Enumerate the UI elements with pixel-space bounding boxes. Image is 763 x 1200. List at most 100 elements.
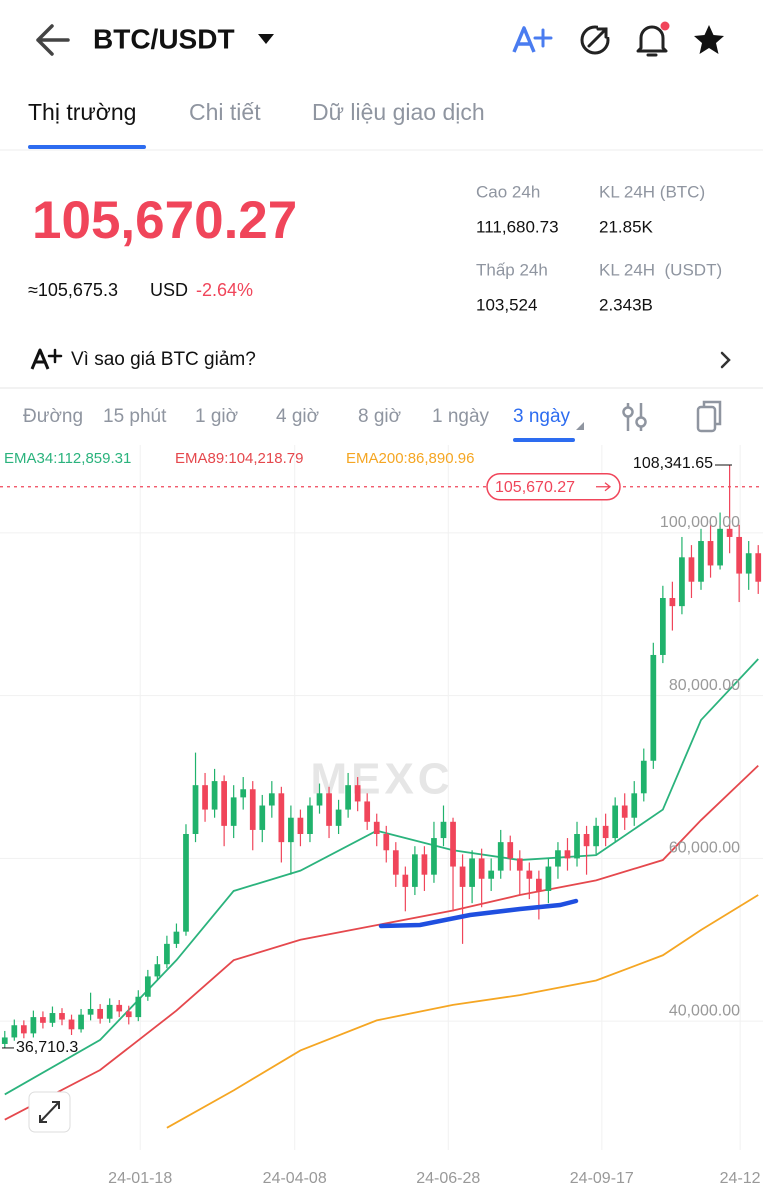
candle-body — [87, 1008, 94, 1015]
fullscreen-icon[interactable] — [696, 400, 722, 433]
min-label: 36,710.3 — [16, 1039, 78, 1056]
candle-body — [526, 870, 533, 879]
candle-body — [307, 805, 313, 834]
candle-body — [516, 858, 523, 871]
x-tick-label: 24-06-28 — [416, 1170, 480, 1187]
y-tick-label: 80,000.00 — [669, 677, 740, 694]
timeframe[interactable]: 8 giờ — [358, 406, 401, 427]
pair-dropdown[interactable] — [258, 34, 274, 44]
candle-body — [745, 553, 752, 574]
timeframe[interactable]: 1 ngày — [432, 406, 490, 427]
candle-body — [20, 1025, 27, 1034]
candle-body — [345, 785, 351, 810]
candle-body — [173, 931, 180, 944]
candle-body — [717, 528, 723, 566]
candle-body — [755, 553, 762, 582]
usd-approx: ≈105,675.3 — [28, 280, 118, 300]
candle-body — [488, 870, 495, 879]
stat-label: KL 24H (USDT) — [599, 260, 722, 279]
candle-body — [631, 793, 638, 818]
x-tick-label: 24-12 — [720, 1170, 761, 1187]
candle-body — [402, 874, 409, 887]
legend-entry: EMA89:104,218.79 — [175, 450, 303, 467]
candle-body — [316, 793, 323, 806]
candle-body — [679, 557, 685, 607]
timeframe-bar: Đường 15 phút 1 giờ 4 giờ 8 giờ 1 ngày 3 ngày — [23, 406, 571, 427]
candle-body — [659, 597, 666, 655]
candle-body — [68, 1019, 75, 1030]
timeframe[interactable]: 3 ngày — [513, 406, 571, 427]
banner[interactable]: Vì sao giá BTC giảm? — [30, 348, 731, 370]
candle-body — [440, 821, 447, 839]
expand-button[interactable] — [28, 1091, 71, 1133]
max-label: 108,341.65 — [633, 455, 713, 472]
x-tick-label: 24-04-08 — [263, 1170, 327, 1187]
ai-icon[interactable] — [512, 26, 553, 53]
stat-label: KL 24H (BTC) — [599, 182, 705, 201]
candle-body — [164, 943, 170, 965]
candle-body — [707, 541, 714, 566]
candle-body — [412, 854, 418, 887]
timeframe[interactable]: 15 phút — [103, 406, 167, 427]
candle-body — [555, 850, 561, 867]
candle-body — [78, 1014, 84, 1030]
candle-body — [431, 838, 437, 875]
bell-icon[interactable] — [636, 21, 670, 57]
candle-body — [278, 793, 285, 843]
candle-body — [116, 1004, 123, 1012]
stat-value: 21.85K — [599, 217, 654, 236]
ema-line — [4, 658, 759, 1096]
candle-body — [49, 1013, 56, 1023]
candle-body — [621, 805, 628, 818]
candle-body — [30, 1017, 37, 1034]
candle-body — [106, 1004, 113, 1019]
candle-body — [230, 797, 237, 826]
candle-body — [564, 850, 571, 859]
candle-body — [326, 793, 332, 826]
candle-body — [459, 866, 466, 887]
candle-body — [602, 825, 609, 839]
candle-body — [1, 1037, 8, 1044]
candle-body — [698, 541, 704, 582]
candle-body — [497, 842, 504, 871]
candle-body — [545, 866, 552, 891]
x-tick-label: 24-01-18 — [108, 1170, 172, 1187]
share-icon[interactable] — [580, 24, 611, 55]
candle-body — [507, 842, 514, 859]
candle-body — [11, 1025, 18, 1038]
candle-body — [335, 809, 342, 826]
candle-body — [669, 597, 676, 607]
stat-label: Thấp 24h — [476, 260, 548, 279]
candle-body — [640, 760, 647, 794]
timeframe[interactable]: Đường — [23, 406, 83, 427]
tab[interactable]: Dữ liệu giao dịch — [312, 99, 485, 125]
timeframe-dropdown[interactable] — [576, 422, 584, 430]
ema-line — [166, 894, 759, 1129]
candle-body — [221, 781, 227, 826]
candle-body — [450, 821, 456, 867]
candle-body — [650, 654, 657, 761]
currency: USD — [150, 280, 188, 300]
tab[interactable]: Chi tiết — [189, 99, 261, 125]
candle-body — [125, 1011, 132, 1018]
candle-body — [40, 1017, 46, 1023]
ema-line — [4, 764, 759, 1121]
candle-body — [97, 1008, 104, 1019]
tab-active[interactable]: Thị trường — [28, 99, 136, 125]
back-button[interactable] — [36, 24, 70, 56]
candle-body — [574, 833, 580, 859]
legend-entry: EMA200:86,890.96 — [346, 450, 474, 467]
indicator-icon[interactable] — [622, 403, 647, 431]
candle-body — [478, 858, 485, 879]
legend-entry: EMA34:112,859.31 — [4, 450, 131, 467]
candle-body — [59, 1013, 65, 1020]
candle-body — [249, 789, 256, 830]
timeframe[interactable]: 1 giờ — [195, 406, 238, 427]
pair-title[interactable]: BTC/USDT — [93, 23, 235, 54]
candle-body — [688, 557, 695, 582]
favorite-icon[interactable] — [694, 25, 724, 54]
candle-body — [536, 878, 542, 891]
candle-body — [240, 789, 247, 798]
timeframe[interactable]: 4 giờ — [276, 406, 319, 427]
